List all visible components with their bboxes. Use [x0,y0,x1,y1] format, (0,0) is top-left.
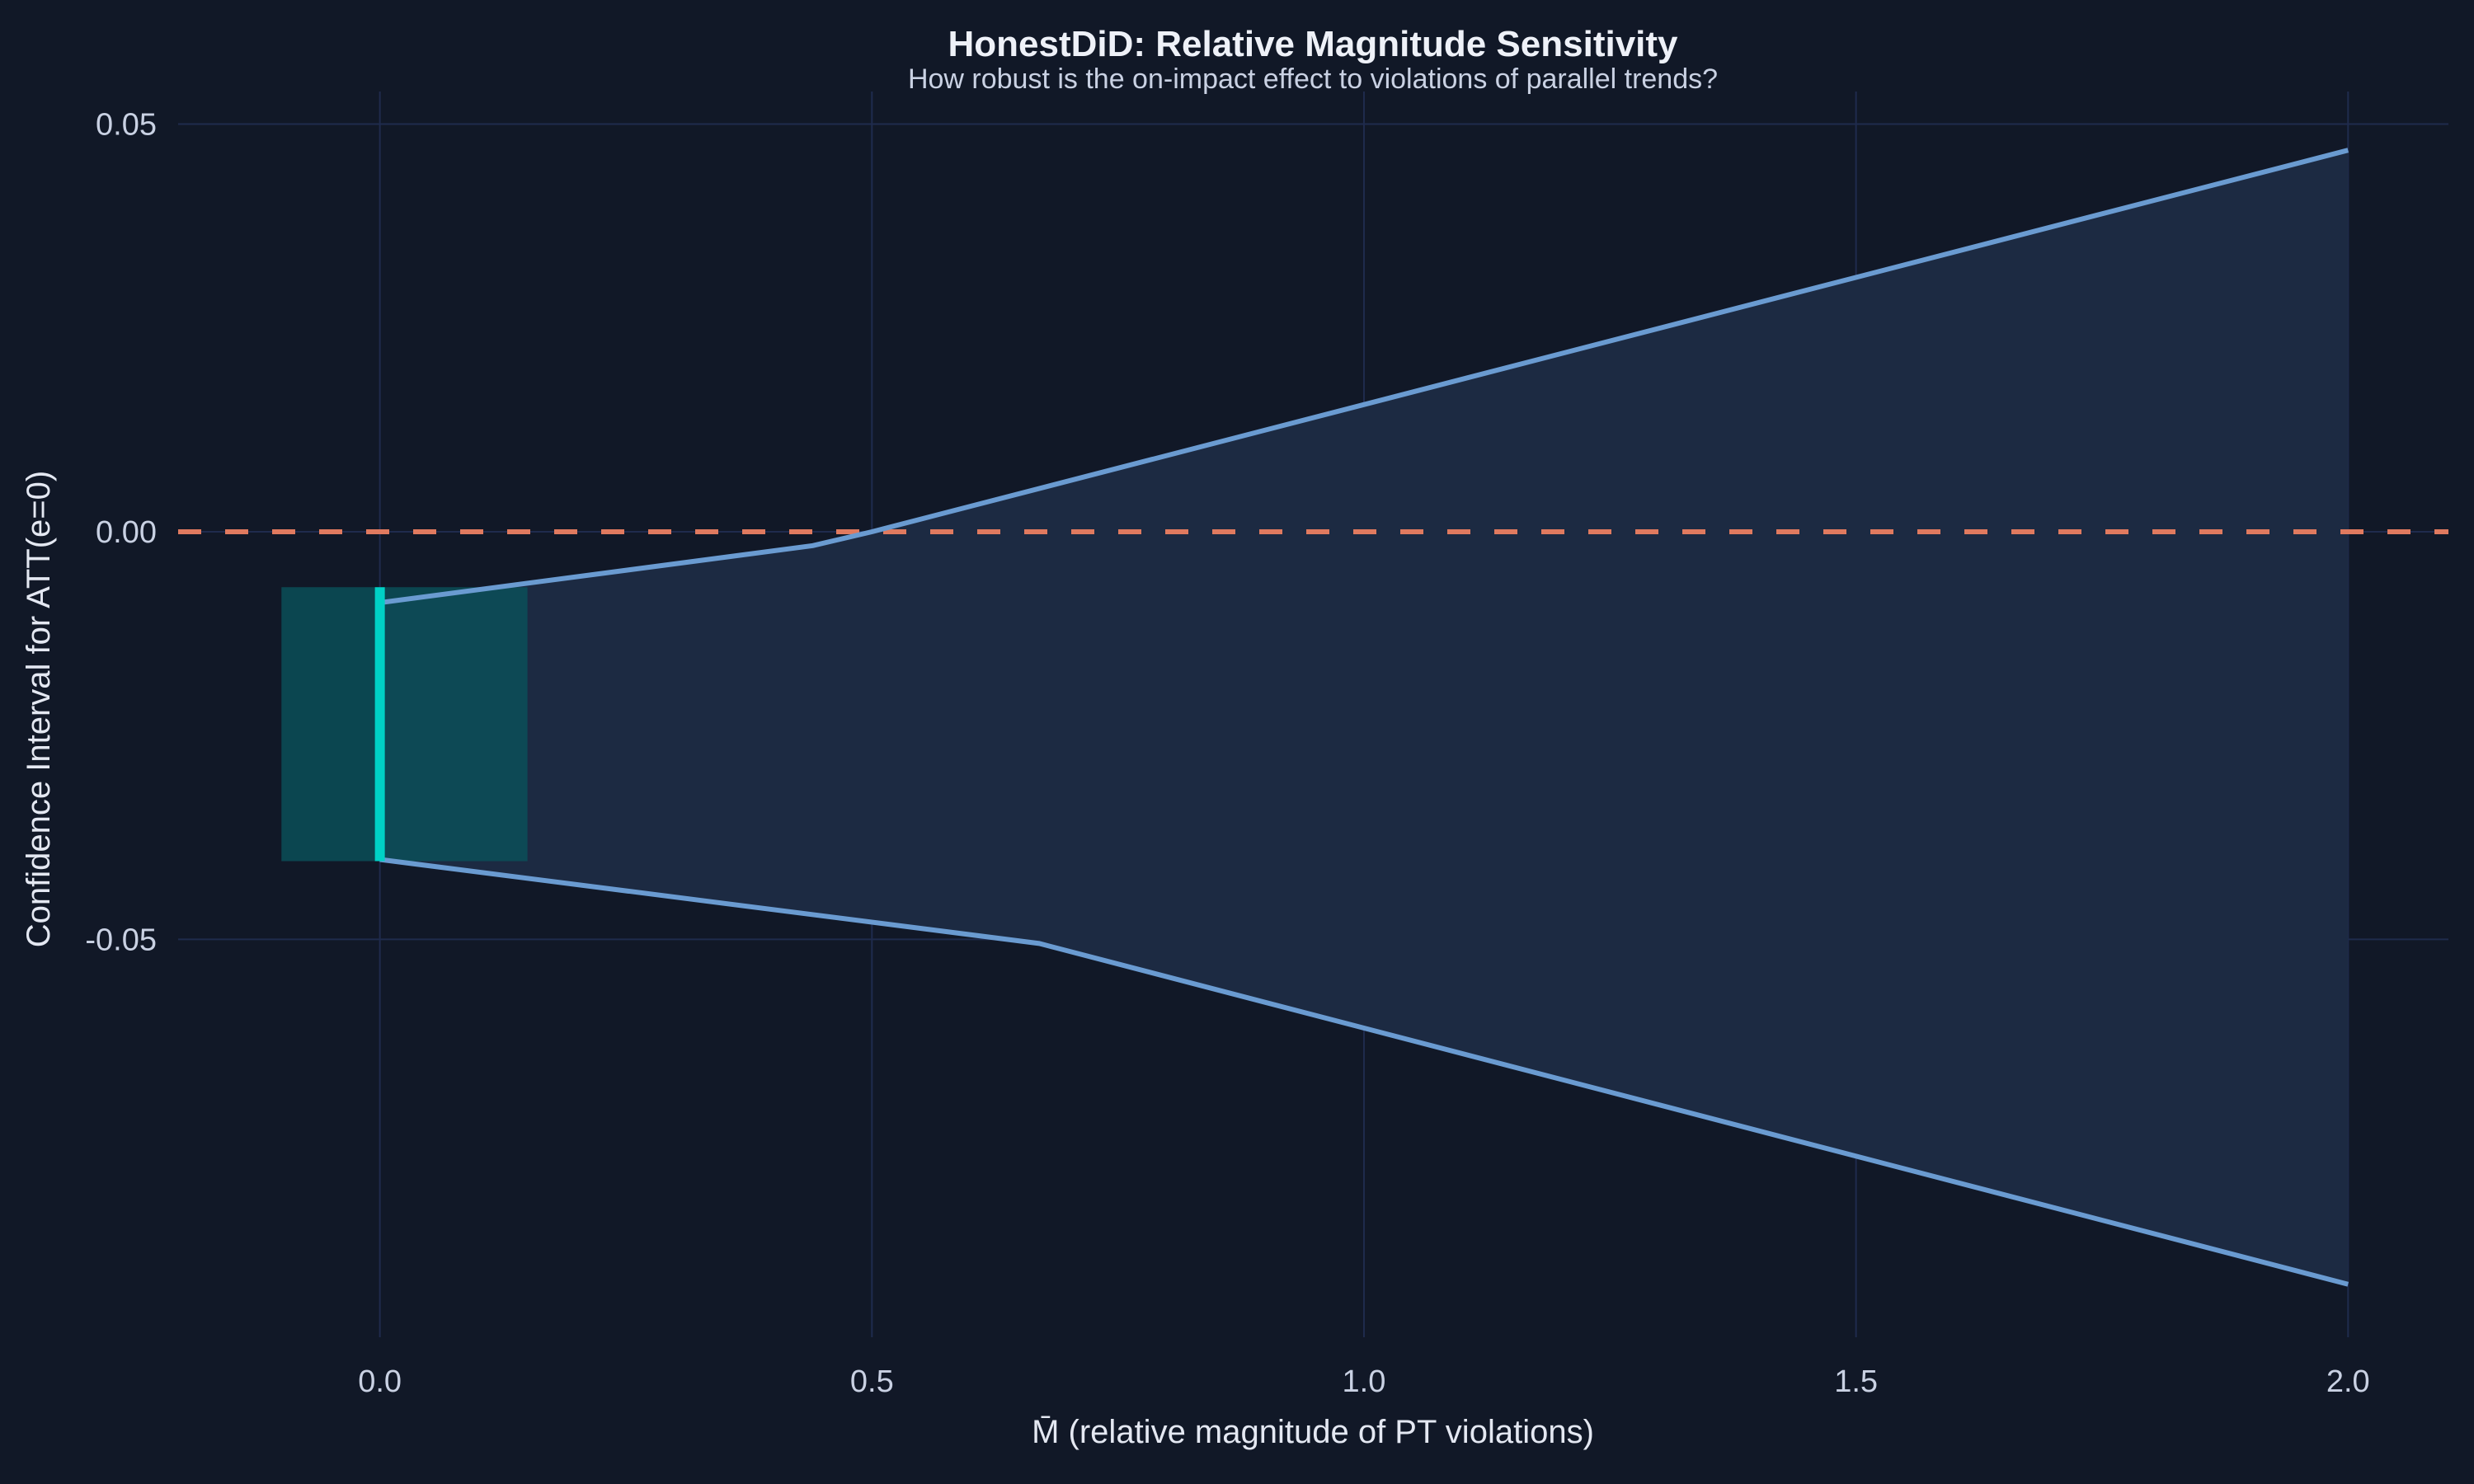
y-axis-label: Confidence Interval for ATT(e=0) [21,471,57,947]
x-tick-label: 2.0 [2326,1364,2370,1399]
chart-subtitle: How robust is the on-impact effect to vi… [908,63,1718,95]
x-axis-label: M̄ (relative magnitude of PT violations) [1032,1414,1594,1450]
x-tick-label: 1.5 [1834,1364,1878,1399]
x-axis-label-text: M̄ (relative magnitude of PT violations) [1032,1414,1594,1450]
y-tick-label: -0.05 [85,923,157,957]
original-ci-group [281,587,528,862]
robust-ci-ribbon [379,150,2349,1284]
robust-ci-lower-line [379,857,2349,1287]
x-tick-label: 0.5 [850,1364,894,1399]
tick-labels: 0.0 0.5 1.0 1.5 2.0 0.05 0.00 -0.05 [85,108,2369,1399]
x-tick-label: 1.0 [1343,1364,1386,1399]
original-ci-band [281,587,528,862]
y-tick-label: 0.05 [96,108,157,143]
x-tick-label: 0.0 [358,1364,402,1399]
chart-title: HonestDiD: Relative Magnitude Sensitivit… [948,24,1678,64]
y-tick-label: 0.00 [96,515,157,550]
robust-ci-lines [178,148,2448,1287]
robust-ci-ribbon-group [379,150,2349,1284]
robust-ci-upper-line [379,148,2349,605]
